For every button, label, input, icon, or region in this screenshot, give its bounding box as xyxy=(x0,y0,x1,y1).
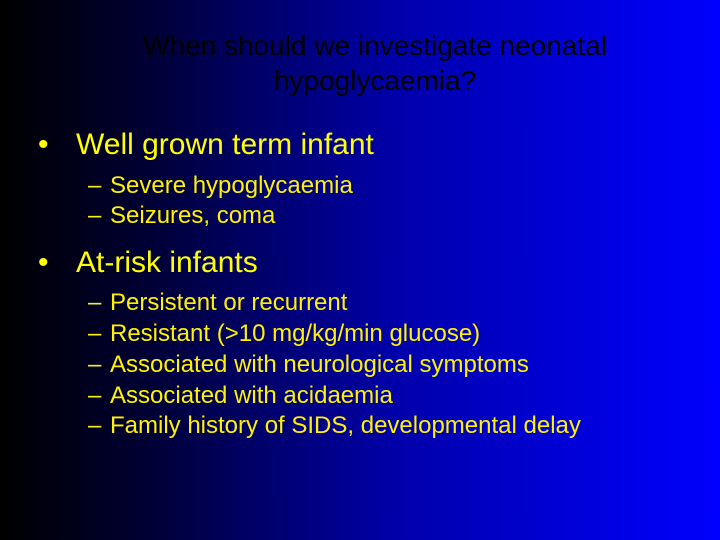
dash-icon: – xyxy=(88,411,110,442)
bullet-icon: • xyxy=(34,246,76,281)
dash-icon: – xyxy=(88,350,110,381)
bullet-item: •At-risk infants xyxy=(34,246,720,281)
sub-bullet-item: –Severe hypoglycaemia xyxy=(88,171,720,202)
sub-bullet-item: –Seizures, coma xyxy=(88,201,720,232)
bullet-text: At-risk infants xyxy=(76,246,258,281)
bullet-text: Well grown term infant xyxy=(76,128,374,163)
sub-bullet-text: Severe hypoglycaemia xyxy=(110,171,353,202)
bullet-item: •Well grown term infant xyxy=(34,128,720,163)
sub-bullet-item: –Associated with neurological symptoms xyxy=(88,350,720,381)
sub-bullet-text: Family history of SIDS, developmental de… xyxy=(110,411,581,442)
bullet-icon: • xyxy=(34,128,76,163)
slide-body: •Well grown term infant –Severe hypoglyc… xyxy=(0,98,720,456)
sub-bullet-text: Resistant (>10 mg/kg/min glucose) xyxy=(110,319,480,350)
sub-bullet-text: Associated with acidaemia xyxy=(110,381,393,412)
sub-bullet-group: –Persistent or recurrent –Resistant (>10… xyxy=(34,286,720,456)
dash-icon: – xyxy=(88,381,110,412)
sub-bullet-text: Seizures, coma xyxy=(110,201,275,232)
sub-bullet-item: –Persistent or recurrent xyxy=(88,288,720,319)
sub-bullet-text: Persistent or recurrent xyxy=(110,288,347,319)
sub-bullet-text: Associated with neurological symptoms xyxy=(110,350,529,381)
sub-bullet-item: –Resistant (>10 mg/kg/min glucose) xyxy=(88,319,720,350)
dash-icon: – xyxy=(88,171,110,202)
dash-icon: – xyxy=(88,319,110,350)
slide: When should we investigate neonatal hypo… xyxy=(0,0,720,540)
dash-icon: – xyxy=(88,288,110,319)
dash-icon: – xyxy=(88,201,110,232)
sub-bullet-item: –Family history of SIDS, developmental d… xyxy=(88,411,720,442)
sub-bullet-item: –Associated with acidaemia xyxy=(88,381,720,412)
sub-bullet-group: –Severe hypoglycaemia –Seizures, coma xyxy=(34,169,720,246)
slide-title: When should we investigate neonatal hypo… xyxy=(0,0,720,98)
